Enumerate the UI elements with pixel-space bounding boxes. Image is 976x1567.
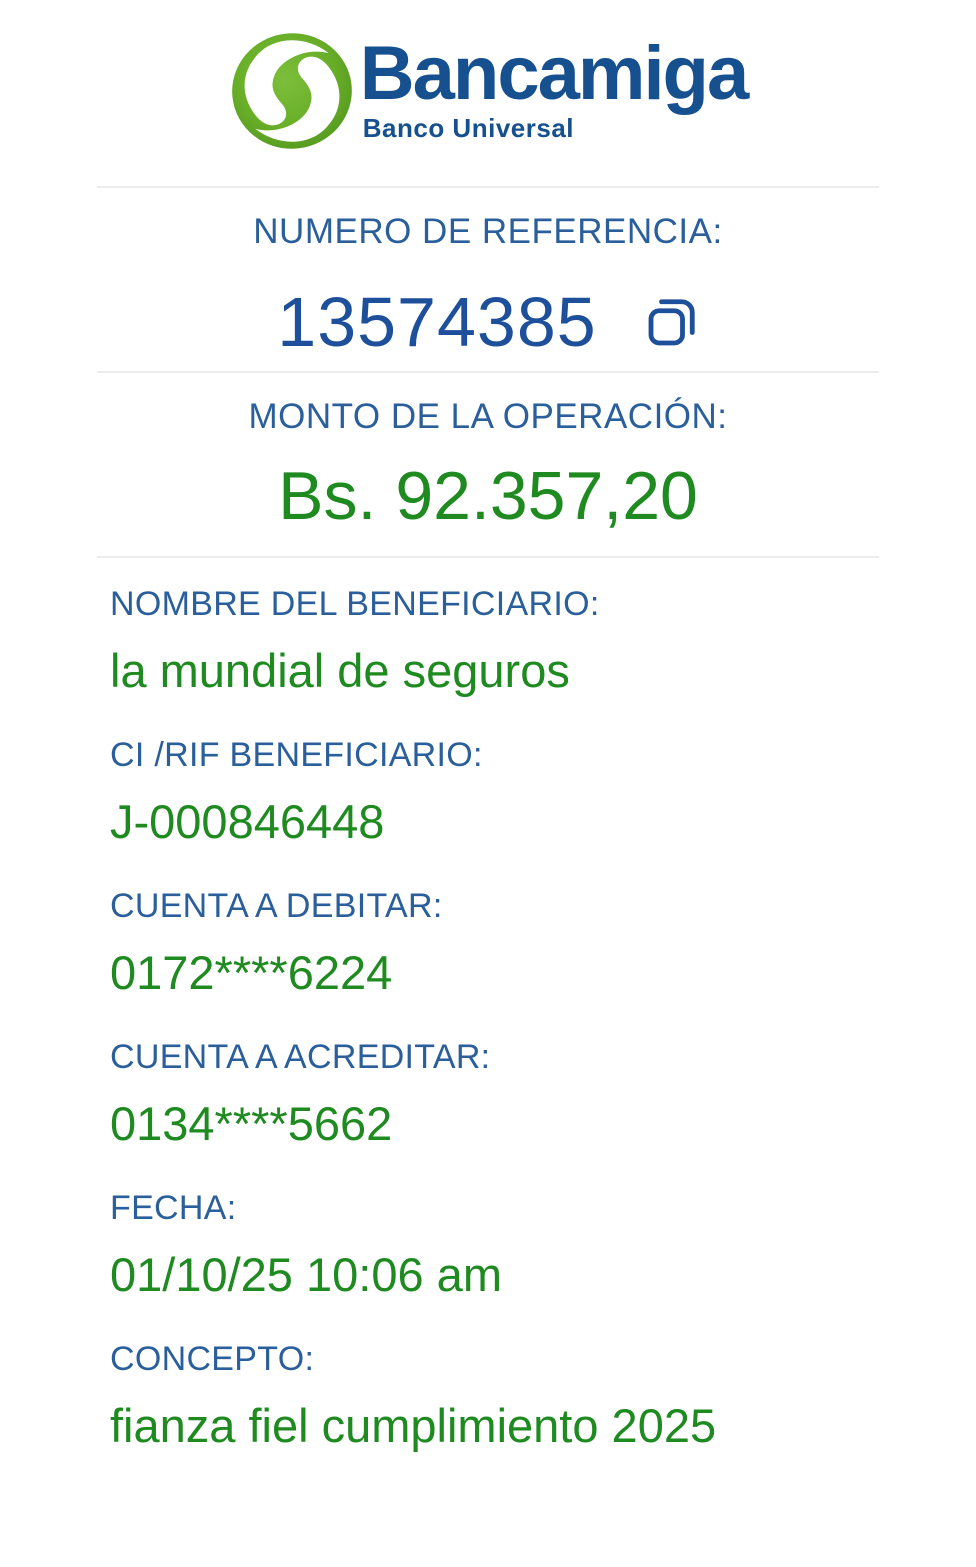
detail-value: la mundial de seguros [110,643,570,697]
detail-row-concept: CONCEPTO: fianza fiel cumplimiento 2025 [110,1339,866,1453]
reference-label: NUMERO DE REFERENCIA: [253,212,723,251]
bancamiga-swirl-globe-icon [229,30,355,152]
detail-label: CONCEPTO: [110,1339,315,1378]
detail-label: CUENTA A DEBITAR: [110,886,443,925]
detail-value: 0172****6224 [110,946,393,1000]
detail-label: CUENTA A ACREDITAR: [110,1037,491,1076]
transfer-details: NOMBRE DEL BENEFICIARIO: la mundial de s… [97,584,879,1453]
amount-section: MONTO DE LA OPERACIÓN: Bs. 92.357,20 [97,373,879,558]
copy-icon [645,295,699,349]
reference-row: 13574385 [97,287,879,357]
reference-number: 13574385 [277,282,597,361]
brand-name: Bancamiga [359,30,749,116]
amount-value: Bs. 92.357,20 [278,457,698,534]
detail-row-credit-account: CUENTA A ACREDITAR: 0134****5662 [110,1037,866,1151]
copy-reference-button[interactable] [645,295,699,349]
bancamiga-logo-text: Bancamiga Banco Universal [359,30,749,144]
detail-value: J-000846448 [110,794,385,848]
detail-label: FECHA: [110,1188,237,1227]
detail-label: CI /RIF BENEFICIARIO: [110,735,483,774]
detail-value: fianza fiel cumplimiento 2025 [110,1399,717,1453]
detail-value: 01/10/25 10:06 am [110,1248,502,1302]
detail-row-beneficiary-name: NOMBRE DEL BENEFICIARIO: la mundial de s… [110,584,866,697]
detail-row-debit-account: CUENTA A DEBITAR: 0172****6224 [110,886,866,1000]
bancamiga-logo: Bancamiga Banco Universal [0,0,976,152]
detail-value: 0134****5662 [110,1097,393,1151]
detail-label: NOMBRE DEL BENEFICIARIO: [110,584,600,623]
reference-section: NUMERO DE REFERENCIA: 13574385 [97,186,879,373]
detail-row-date: FECHA: 01/10/25 10:06 am [110,1188,866,1302]
detail-row-beneficiary-id: CI /RIF BENEFICIARIO: J-000846448 [110,735,866,848]
amount-label: MONTO DE LA OPERACIÓN: [248,396,728,436]
brand-tagline: Banco Universal [362,113,574,144]
